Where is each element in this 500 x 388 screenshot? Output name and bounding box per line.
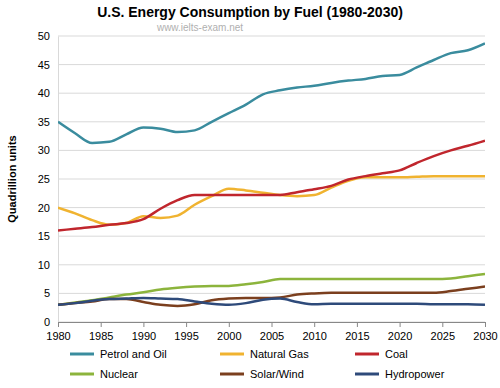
- x-tick-label: 2030: [473, 330, 497, 342]
- y-tick-label: 0: [44, 316, 50, 328]
- x-tick-mark: [485, 322, 486, 327]
- legend-label: Solar/Wind: [250, 368, 304, 380]
- legend-item: Hydropower: [355, 368, 445, 380]
- legend-label: Natural Gas: [250, 348, 309, 360]
- legend-swatch: [70, 353, 94, 356]
- x-tick: 2015: [345, 322, 369, 342]
- x-tick-mark: [229, 322, 230, 327]
- y-tick: 40: [38, 87, 58, 99]
- x-tick: 2020: [388, 322, 412, 342]
- x-tick-label: 1995: [174, 330, 198, 342]
- x-tick: 2025: [431, 322, 455, 342]
- y-tick-label: 30: [38, 144, 50, 156]
- x-tick-label: 2005: [260, 330, 284, 342]
- x-tick: 2030: [473, 322, 497, 342]
- x-tick-mark: [357, 322, 358, 327]
- legend-swatch: [70, 373, 94, 376]
- legend-label: Coal: [385, 348, 408, 360]
- grid-line: [58, 121, 485, 122]
- y-tick: 10: [38, 259, 58, 271]
- x-tick-label: 1980: [46, 330, 70, 342]
- series-line: [58, 176, 485, 225]
- y-tick-label: 10: [38, 259, 50, 271]
- annotation: www.ielts-exam.net: [156, 22, 243, 33]
- y-tick-label: 35: [38, 116, 50, 128]
- x-tick: 1980: [46, 322, 70, 342]
- y-axis: 0 5 10 15 20 25 30 35 40 45 50: [38, 30, 59, 328]
- y-tick-label: 20: [38, 202, 50, 214]
- y-axis-line: [58, 37, 59, 323]
- y-tick: 20: [38, 202, 58, 214]
- series-line: [58, 287, 485, 306]
- y-tick: 0: [44, 316, 58, 328]
- x-tick-label: 2025: [431, 330, 455, 342]
- y-tick-label: 25: [38, 173, 50, 185]
- legend-swatch: [220, 373, 244, 376]
- legend-item: Solar/Wind: [220, 368, 304, 380]
- y-axis-title: Quadrillion units: [6, 135, 18, 222]
- x-tick: 1995: [174, 322, 198, 342]
- y-tick-label: 5: [44, 287, 50, 299]
- x-tick-mark: [272, 322, 273, 327]
- legend-swatch: [220, 353, 244, 356]
- legend-swatch: [355, 353, 379, 356]
- legend-swatch: [355, 373, 379, 376]
- plot-area: 0510152025303540455019801985199019952000…: [38, 30, 498, 342]
- grid-line: [58, 207, 485, 208]
- x-tick-mark: [143, 322, 144, 327]
- x-tick-mark: [101, 322, 102, 327]
- x-tick-mark: [58, 322, 59, 327]
- x-tick: 2010: [302, 322, 326, 342]
- x-tick-label: 2020: [388, 330, 412, 342]
- x-tick: 1985: [89, 322, 113, 342]
- x-tick: 1990: [132, 322, 156, 342]
- y-tick: 30: [38, 144, 58, 156]
- y-tick: 45: [38, 59, 58, 71]
- x-tick: 2005: [260, 322, 284, 342]
- grid-line: [58, 236, 485, 237]
- chart: 0510152025303540455019801985199019952000…: [0, 0, 500, 388]
- x-tick-label: 2015: [345, 330, 369, 342]
- x-tick: 2000: [217, 322, 241, 342]
- y-tick: 25: [38, 173, 58, 185]
- x-tick-mark: [400, 322, 401, 327]
- series-line: [58, 298, 485, 305]
- y-tick-label: 45: [38, 59, 50, 71]
- legend-label: Nuclear: [100, 368, 138, 380]
- legend-label: Petrol and Oil: [100, 348, 167, 360]
- series-line: [58, 43, 485, 143]
- x-tick-label: 2000: [217, 330, 241, 342]
- x-tick-label: 1985: [89, 330, 113, 342]
- y-tick-label: 40: [38, 87, 50, 99]
- series-line: [58, 141, 485, 231]
- x-tick-mark: [186, 322, 187, 327]
- legend: Petrol and Oil Natural Gas Coal Nuclear Sola…: [70, 348, 445, 380]
- series-group: [58, 43, 485, 306]
- grid-line: [58, 150, 485, 151]
- grid-line: [58, 36, 485, 37]
- legend-item: Natural Gas: [220, 348, 309, 360]
- legend-label: Hydropower: [385, 368, 445, 380]
- grid-line: [58, 179, 485, 180]
- grid-line: [58, 264, 485, 265]
- title: U.S. Energy Consumption by Fuel (1980-20…: [97, 4, 403, 20]
- y-tick: 50: [38, 30, 58, 42]
- x-tick-mark: [442, 322, 443, 327]
- x-axis: 1980 1985 1990 1995 2000 2005 2010 2015 2020 2025…: [46, 322, 497, 342]
- y-tick: 5: [44, 287, 58, 299]
- y-tick-label: 15: [38, 230, 50, 242]
- legend-item: Coal: [355, 348, 408, 360]
- y-tick: 35: [38, 116, 58, 128]
- grid: [58, 36, 485, 322]
- legend-item: Petrol and Oil: [70, 348, 167, 360]
- legend-item: Nuclear: [70, 368, 138, 380]
- x-tick-label: 2010: [302, 330, 326, 342]
- y-tick-label: 50: [38, 30, 50, 42]
- y-tick: 15: [38, 230, 58, 242]
- x-tick-mark: [314, 322, 315, 327]
- x-tick-label: 1990: [132, 330, 156, 342]
